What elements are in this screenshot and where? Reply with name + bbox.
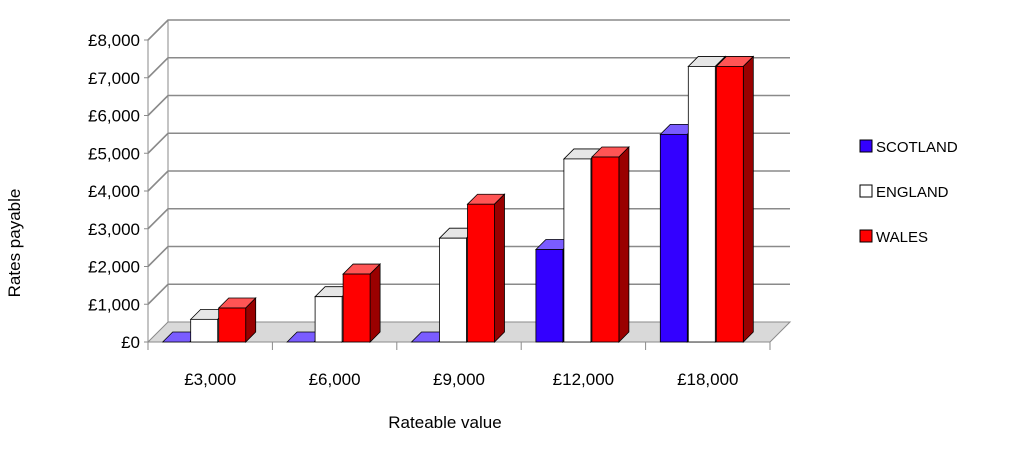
legend-swatch-england <box>859 184 873 198</box>
y-tick-label: £1,000 <box>88 295 140 314</box>
legend-swatch-wales <box>859 229 873 243</box>
bar-front <box>535 249 564 343</box>
x-tick-label: £6,000 <box>309 370 361 389</box>
y-tick-label: £2,000 <box>88 258 140 277</box>
bar-front <box>314 296 343 343</box>
bar-front <box>342 273 371 343</box>
x-tick-label: £9,000 <box>433 370 485 389</box>
x-tick-label: £3,000 <box>184 370 236 389</box>
bar-front <box>591 156 620 343</box>
bar-front <box>563 158 592 343</box>
bar-front <box>218 307 247 343</box>
bar-front <box>659 133 688 343</box>
legend-label-wales: WALES <box>876 229 928 246</box>
axis-layer: £0 £1,000 £2,000 £3,000 £4,000 £5,000 £6,000 £7… <box>88 31 771 389</box>
y-tick-label: £3,000 <box>88 220 140 239</box>
bar-wales <box>715 55 755 343</box>
bar-side <box>494 193 505 343</box>
y-tick-label: £6,000 <box>88 107 140 126</box>
gridline <box>147 94 790 117</box>
bar-front <box>190 318 219 343</box>
bar-front <box>687 66 716 343</box>
x-tick-label: £18,000 <box>677 370 738 389</box>
y-axis-title: Rates payable <box>5 189 24 298</box>
bar-side <box>618 146 630 343</box>
gridline <box>147 56 790 79</box>
gridline <box>147 19 790 41</box>
bar-front <box>439 237 467 343</box>
y-tick-label: £5,000 <box>88 144 140 163</box>
gridline <box>147 132 790 154</box>
x-tick-label: £12,000 <box>553 370 614 389</box>
bar-front <box>715 66 744 343</box>
y-tick-label: £0 <box>121 333 140 352</box>
y-tick-label: £7,000 <box>88 69 140 88</box>
bar-wales <box>466 193 506 343</box>
y-tick-label: £4,000 <box>88 182 140 201</box>
bar-wales <box>590 146 630 343</box>
bar-front <box>467 203 495 343</box>
bar-side <box>369 263 381 343</box>
x-axis-title: Rateable value <box>388 413 501 432</box>
bar-wales <box>217 297 257 343</box>
bar-side <box>742 55 754 343</box>
bar-wales <box>342 263 382 343</box>
legend-swatch-scotland <box>859 139 873 153</box>
legend-label-england: ENGLAND <box>876 184 949 201</box>
bars-layer <box>161 55 755 343</box>
y-tick-label: £8,000 <box>88 31 140 50</box>
legend-label-scotland: SCOTLAND <box>876 139 958 156</box>
legend: SCOTLAND ENGLAND WALES <box>859 139 958 246</box>
